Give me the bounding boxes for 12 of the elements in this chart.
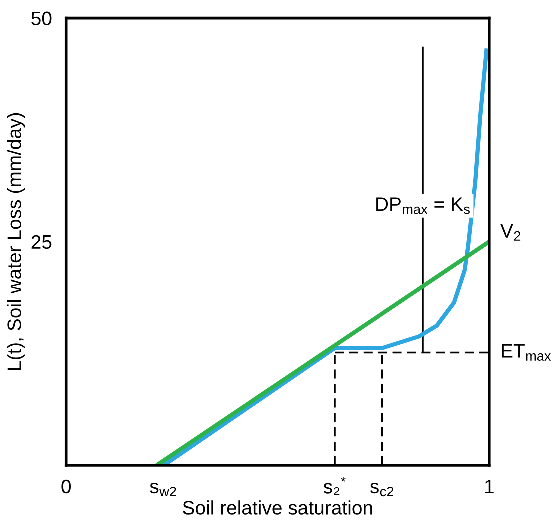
x-tick-label: 1: [485, 480, 494, 494]
series-label: V$_{2}$: [500, 224, 521, 241]
y-tick-label: 50: [32, 12, 52, 26]
y-tick-label: 25: [32, 235, 52, 250]
annotation: DP$_{max}$ = K$_{s}$: [376, 198, 470, 214]
x-tick-label: s$_{w2}$: [150, 482, 176, 496]
y-axis-title: L(t), Soil water Loss (mm/day): [7, 113, 26, 370]
series-label: ET$_{max}$: [502, 344, 552, 361]
x-tick-label: s$_{c2}$: [370, 482, 394, 497]
x-axis-title: Soil relative saturation: [183, 500, 372, 515]
x-tick-label: s₂$^{*}$: [324, 477, 346, 496]
x-tick-label: 0: [62, 480, 72, 494]
